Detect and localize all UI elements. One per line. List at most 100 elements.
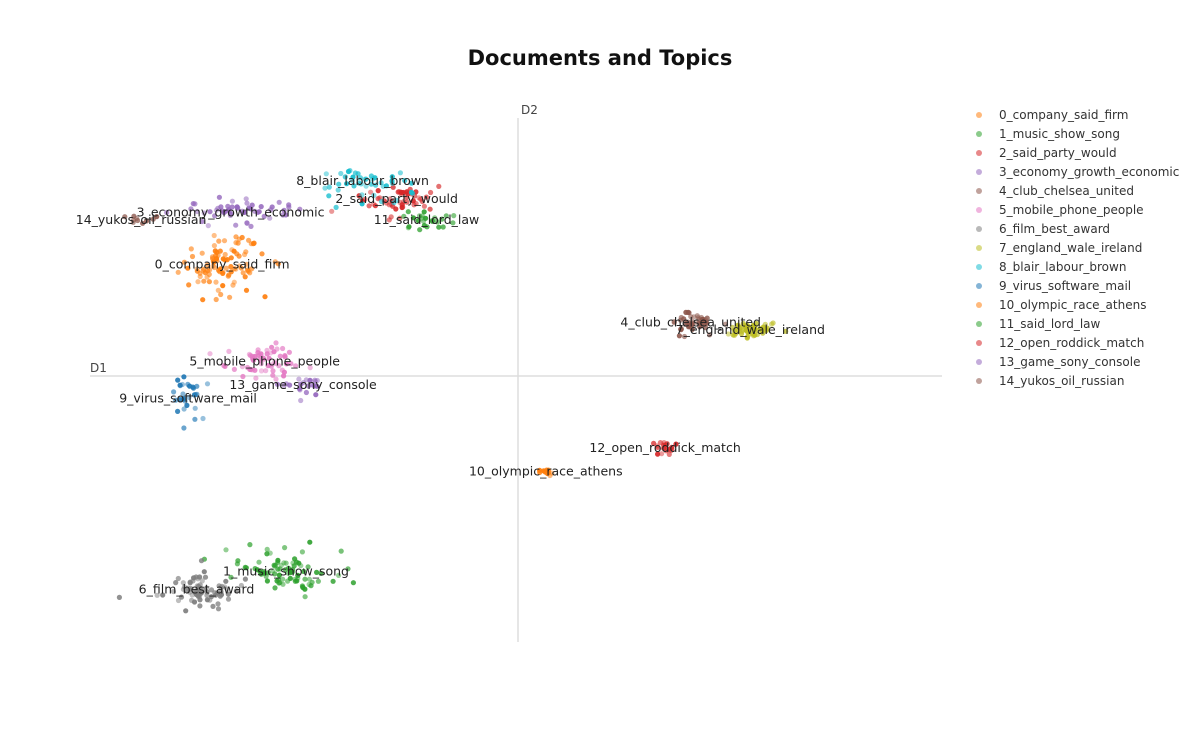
legend-entry[interactable]: 9_virus_software_mail <box>999 279 1131 293</box>
data-point <box>239 234 245 241</box>
data-point <box>440 224 446 230</box>
data-point <box>371 192 377 198</box>
data-point <box>201 278 207 284</box>
data-point <box>261 213 267 219</box>
data-point <box>406 224 412 230</box>
data-point <box>226 207 232 213</box>
data-point <box>363 183 369 189</box>
data-point <box>410 215 416 221</box>
data-point <box>206 271 212 277</box>
data-point <box>358 181 364 187</box>
data-point <box>243 196 249 202</box>
data-point <box>212 248 218 254</box>
legend-entry[interactable]: 5_mobile_phone_people <box>999 203 1144 217</box>
legend-marker[interactable] <box>976 359 982 365</box>
data-point <box>171 389 177 395</box>
legend-entry[interactable]: 14_yukos_oil_russian <box>999 374 1124 388</box>
data-point <box>338 170 344 177</box>
data-point <box>189 253 196 260</box>
legend-entry[interactable]: 10_olympic_race_athens <box>999 298 1146 312</box>
topic-label: 8_blair_labour_brown <box>296 173 429 188</box>
legend-marker[interactable] <box>976 131 982 137</box>
data-point <box>302 594 308 600</box>
data-point <box>186 282 192 288</box>
data-point <box>268 363 274 369</box>
legend-entry[interactable]: 11_said_lord_law <box>999 317 1101 331</box>
data-point <box>373 182 379 188</box>
data-point <box>760 330 766 336</box>
data-point <box>225 596 232 602</box>
legend-entry[interactable]: 2_said_party_would <box>999 146 1117 160</box>
data-point <box>783 328 789 334</box>
legend-marker[interactable] <box>976 302 982 308</box>
data-point <box>303 377 309 383</box>
data-point <box>281 373 287 379</box>
data-point <box>661 440 667 446</box>
data-point <box>366 203 372 209</box>
data-point <box>170 588 176 595</box>
legend-marker[interactable] <box>976 207 982 213</box>
legend-marker[interactable] <box>976 169 982 175</box>
data-point <box>268 207 274 213</box>
topic-label: 1_music_show_song <box>223 563 349 578</box>
data-point <box>295 572 301 579</box>
legend-entry[interactable]: 12_open_roddick_match <box>999 336 1144 350</box>
legend-entry[interactable]: 13_game_sony_console <box>999 355 1140 369</box>
data-point <box>298 563 304 569</box>
legend-entry[interactable]: 7_england_wale_ireland <box>999 241 1142 255</box>
data-point <box>242 576 248 582</box>
data-point <box>697 324 703 330</box>
data-point <box>397 215 403 221</box>
data-point <box>731 327 738 333</box>
data-point <box>281 207 287 213</box>
data-point <box>248 223 254 229</box>
data-point <box>368 181 374 187</box>
data-point <box>306 581 312 588</box>
legend-entry[interactable]: 3_economy_growth_economic <box>999 165 1179 179</box>
data-point <box>362 196 368 202</box>
legend-marker[interactable] <box>976 283 982 289</box>
legend-entry[interactable]: 4_club_chelsea_united <box>999 184 1134 198</box>
legend-marker[interactable] <box>976 150 982 156</box>
data-point <box>275 566 281 572</box>
legend-marker[interactable] <box>976 112 982 118</box>
legend-marker[interactable] <box>976 264 982 270</box>
data-point <box>223 265 229 271</box>
data-point <box>383 200 390 206</box>
data-point <box>181 406 187 412</box>
topic-labels: 0_company_said_firm 1_music_show_song 2_sa… <box>76 173 825 597</box>
legend-marker[interactable] <box>976 245 982 251</box>
data-point <box>233 222 239 228</box>
data-point <box>211 232 217 239</box>
data-point <box>175 597 182 604</box>
data-point <box>223 547 229 553</box>
data-point <box>396 189 402 195</box>
legend-entry[interactable]: 6_film_best_award <box>999 222 1110 236</box>
data-point <box>194 268 200 274</box>
data-point <box>383 183 389 189</box>
legend-marker[interactable] <box>976 321 982 327</box>
legend-marker[interactable] <box>976 226 982 232</box>
data-point <box>185 265 191 271</box>
legend-marker[interactable] <box>976 378 982 384</box>
data-point <box>293 363 299 369</box>
legend-entry[interactable]: 8_blair_labour_brown <box>999 260 1126 274</box>
legend[interactable]: 0_company_said_firm 1_music_show_song 2_sa… <box>976 108 1179 388</box>
topic-label: 12_open_roddick_match <box>589 440 740 455</box>
data-point <box>750 322 756 328</box>
data-point <box>252 367 258 373</box>
data-point <box>197 273 203 280</box>
data-point <box>275 557 281 564</box>
data-point <box>302 576 308 582</box>
legend-entry[interactable]: 0_company_said_firm <box>999 108 1128 122</box>
data-point <box>402 177 408 184</box>
legend-entry[interactable]: 1_music_show_song <box>999 127 1120 141</box>
legend-marker[interactable] <box>976 188 982 194</box>
data-point <box>258 204 264 210</box>
data-point <box>307 539 313 545</box>
legend-marker[interactable] <box>976 340 982 346</box>
data-point <box>194 383 200 389</box>
data-point <box>180 391 186 397</box>
data-point <box>286 204 292 210</box>
data-point <box>545 467 552 473</box>
